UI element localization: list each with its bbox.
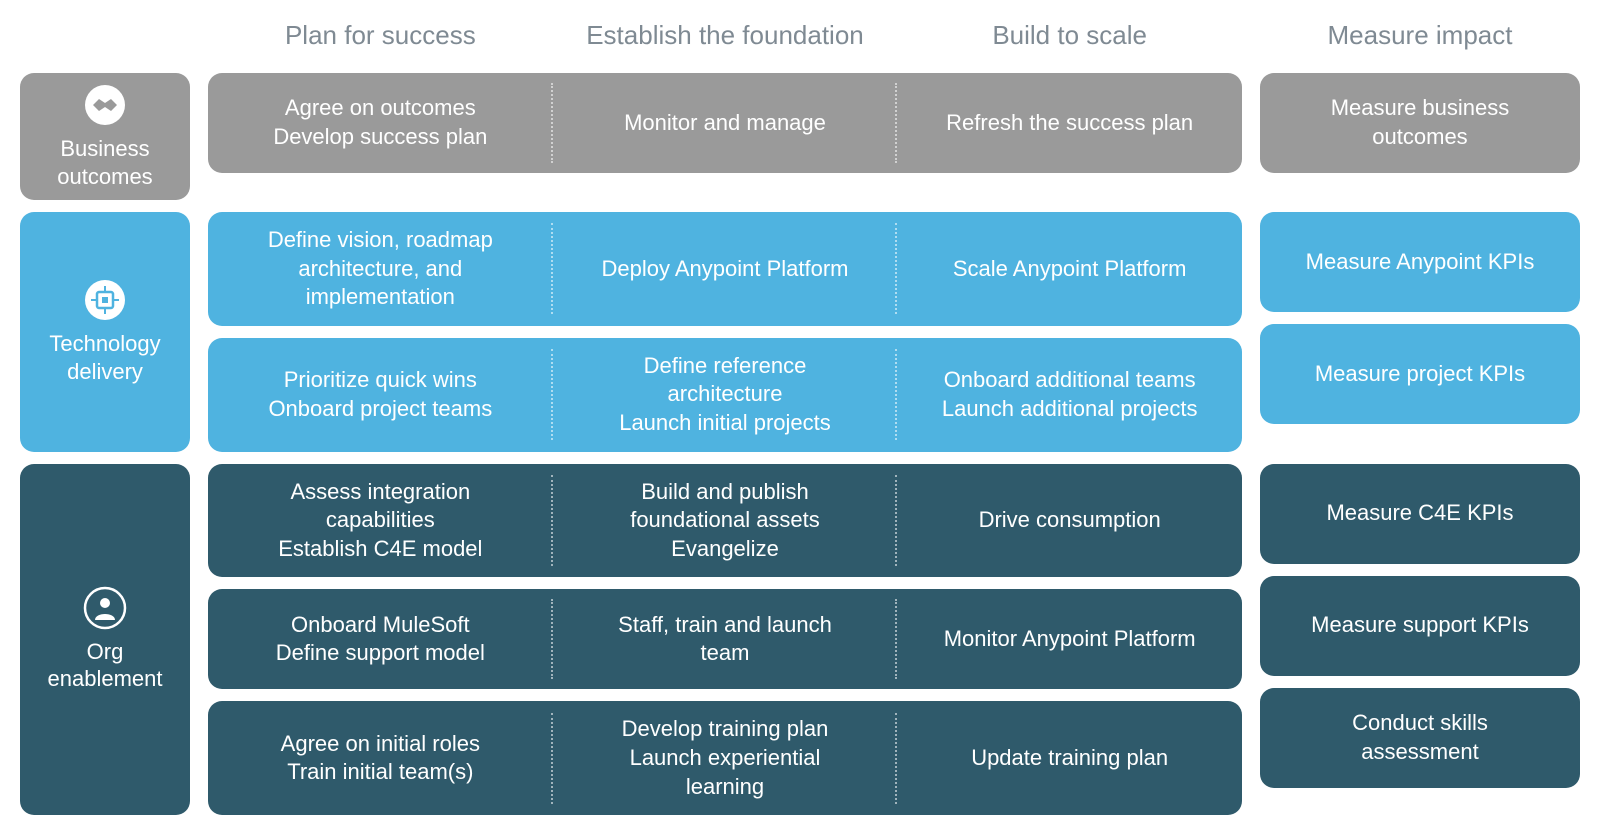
cells-last-group-tech: Measure Anypoint KPIs Measure project KP… xyxy=(1260,212,1580,452)
cells-group-tech: Define vision, roadmap architecture, and… xyxy=(208,212,1242,452)
cells-last-group-business: Measure business outcomes xyxy=(1260,73,1580,200)
cell-org-1-measure: Measure support KPIs xyxy=(1260,576,1580,676)
cell-tech-0-establish: Deploy Anypoint Platform xyxy=(553,212,898,326)
cells-group-business: Agree on outcomes Develop success plan M… xyxy=(208,73,1242,200)
row-label-text: Technology delivery xyxy=(49,330,160,385)
cell-row-org-2: Agree on initial roles Train initial tea… xyxy=(208,701,1242,815)
row-label-text: Org enablement xyxy=(48,638,163,693)
cells-group-org: Assess integration capabilities Establis… xyxy=(208,464,1242,816)
person-icon xyxy=(83,586,127,630)
cell-org-1-establish: Staff, train and launch team xyxy=(553,589,898,689)
cell-tech-1-plan: Prioritize quick wins Onboard project te… xyxy=(208,338,553,452)
cell-org-0-build: Drive consumption xyxy=(897,464,1242,578)
chip-icon xyxy=(83,278,127,322)
cells-last-group-org: Measure C4E KPIs Measure support KPIs Co… xyxy=(1260,464,1580,816)
cell-org-2-measure: Conduct skills assessment xyxy=(1260,688,1580,788)
row-label-org-enablement: Org enablement xyxy=(20,464,190,816)
cell-tech-1-establish: Define reference architecture Launch ini… xyxy=(553,338,898,452)
cell-row-tech-0: Define vision, roadmap architecture, and… xyxy=(208,212,1242,326)
column-header-establish: Establish the foundation xyxy=(553,20,898,61)
column-header-measure: Measure impact xyxy=(1260,20,1580,61)
cell-org-2-plan: Agree on initial roles Train initial tea… xyxy=(208,701,553,815)
cell-org-0-measure: Measure C4E KPIs xyxy=(1260,464,1580,564)
cell-business-0-plan: Agree on outcomes Develop success plan xyxy=(208,73,553,173)
column-header-plan: Plan for success xyxy=(208,20,553,61)
row-label-business-outcomes: Business outcomes xyxy=(20,73,190,200)
cell-org-1-plan: Onboard MuleSoft Define support model xyxy=(208,589,553,689)
cell-row-business-0: Agree on outcomes Develop success plan M… xyxy=(208,73,1242,173)
cell-tech-0-measure: Measure Anypoint KPIs xyxy=(1260,212,1580,312)
row-label-text: Business outcomes xyxy=(57,135,152,190)
cell-org-1-build: Monitor Anypoint Platform xyxy=(897,589,1242,689)
cell-org-2-establish: Develop training plan Launch experientia… xyxy=(553,701,898,815)
cell-tech-0-build: Scale Anypoint Platform xyxy=(897,212,1242,326)
cell-row-tech-1: Prioritize quick wins Onboard project te… xyxy=(208,338,1242,452)
header-spacer xyxy=(20,20,190,61)
cell-org-0-establish: Build and publish foundational assets Ev… xyxy=(553,464,898,578)
cell-business-0-measure: Measure business outcomes xyxy=(1260,73,1580,173)
column-header-build: Build to scale xyxy=(897,20,1242,61)
cell-row-org-0: Assess integration capabilities Establis… xyxy=(208,464,1242,578)
cell-business-0-establish: Monitor and manage xyxy=(553,73,898,173)
column-headers-group: Plan for success Establish the foundatio… xyxy=(208,20,1242,61)
cell-tech-1-build: Onboard additional teams Launch addition… xyxy=(897,338,1242,452)
cell-tech-0-plan: Define vision, roadmap architecture, and… xyxy=(208,212,553,326)
cell-org-0-plan: Assess integration capabilities Establis… xyxy=(208,464,553,578)
row-label-technology-delivery: Technology delivery xyxy=(20,212,190,452)
handshake-icon xyxy=(83,83,127,127)
cell-tech-1-measure: Measure project KPIs xyxy=(1260,324,1580,424)
cell-business-0-build: Refresh the success plan xyxy=(897,73,1242,173)
cell-row-org-1: Onboard MuleSoft Define support model St… xyxy=(208,589,1242,689)
framework-grid: Plan for success Establish the foundatio… xyxy=(20,20,1580,815)
cell-org-2-build: Update training plan xyxy=(897,701,1242,815)
